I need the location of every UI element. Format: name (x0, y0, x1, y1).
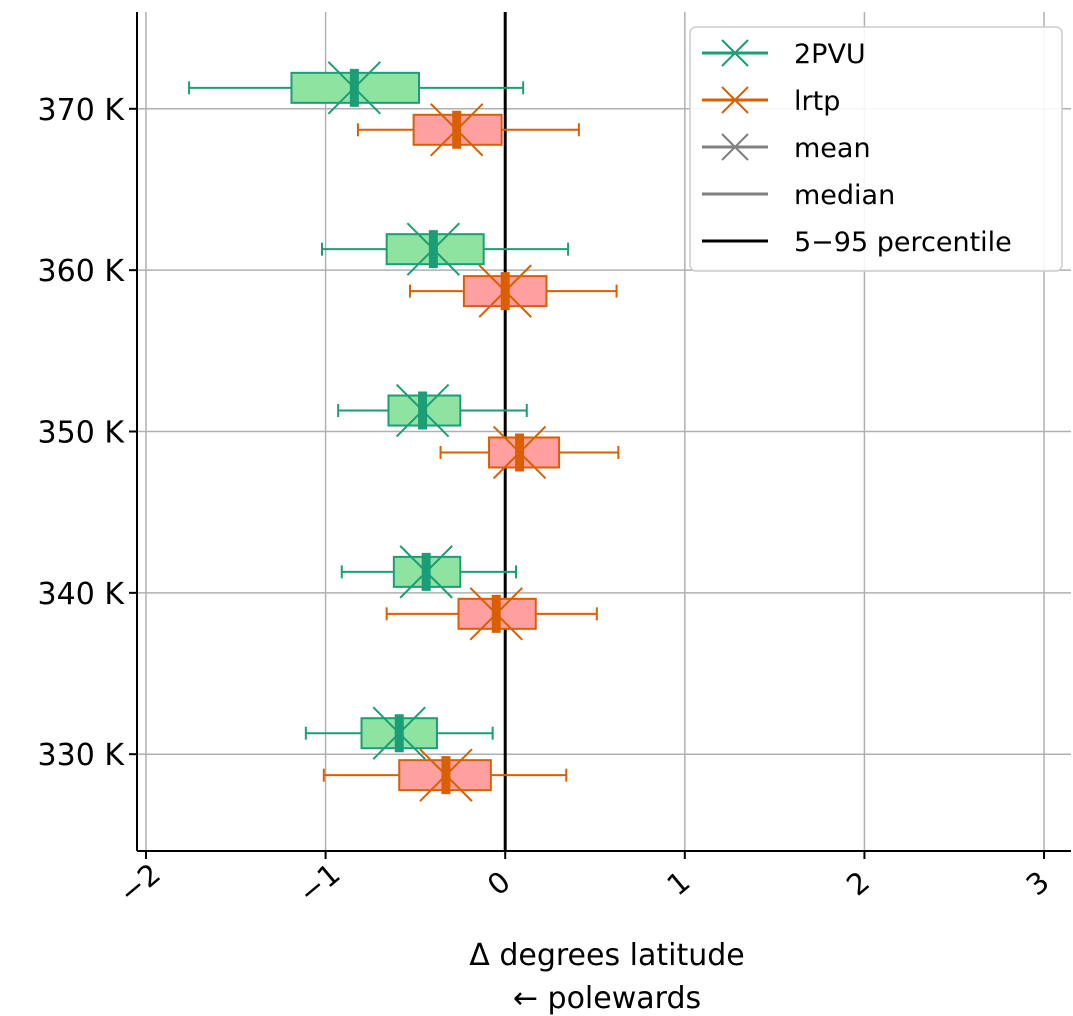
mean-marker (372, 706, 426, 760)
x-axis-sublabel: ← polewards (513, 981, 701, 1016)
mean-marker (430, 103, 484, 157)
x-tick-label: −1 (292, 857, 347, 911)
legend-label: lrtp (794, 86, 840, 117)
y-tick-label: 330 K (38, 738, 126, 773)
x-tick-label: −2 (112, 857, 167, 911)
legend-x-marker (721, 133, 749, 161)
mean-marker (406, 222, 461, 276)
x-tick-label: 3 (1020, 864, 1056, 902)
box-layer (188, 61, 620, 802)
mean-marker (419, 748, 473, 802)
mean-marker (492, 425, 547, 480)
y-tick-label: 360 K (38, 254, 126, 289)
x-tick-label: 0 (481, 864, 517, 902)
legend-x-marker (721, 39, 749, 67)
y-tick-label: 340 K (38, 577, 126, 612)
mean-marker (469, 587, 523, 641)
legend-label: 5−95 percentile (794, 227, 1012, 258)
legend-label: mean (794, 133, 871, 164)
legend-label: 2PVU (794, 39, 866, 70)
legend-frame (689, 26, 1063, 272)
mean-marker (399, 545, 453, 599)
x-tick-label: 1 (660, 864, 696, 902)
mean-marker (478, 264, 532, 318)
mean-marker (395, 383, 450, 438)
legend-x-marker (721, 86, 749, 114)
mean-marker (327, 61, 382, 115)
legend: 2PVU lrtp mean median 5−95 percentile (689, 26, 1063, 272)
y-tick-label: 350 K (38, 416, 126, 451)
x-tick-label: 2 (840, 864, 876, 902)
legend-label: median (794, 180, 895, 211)
x-axis-label: Δ degrees latitude (469, 938, 744, 973)
y-tick-label: 370 K (38, 93, 126, 128)
